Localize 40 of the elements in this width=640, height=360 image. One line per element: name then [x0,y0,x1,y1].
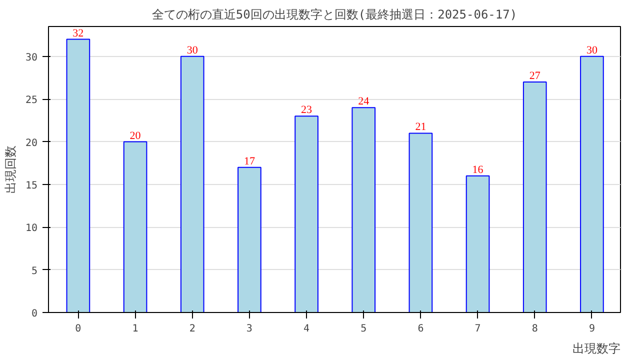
x-tick-label: 5 [360,324,367,334]
data-label: 17 [244,155,256,168]
y-tick-label: 20 [25,138,38,149]
x-tick-label: 0 [75,324,82,334]
chart-title: 全ての桁の直近50回の出現数字と回数(最終抽選日：2025-06-17) [152,8,518,22]
data-label: 30 [586,44,598,56]
bar [352,107,376,312]
data-label: 30 [186,44,198,56]
y-tick-label: 5 [31,266,38,277]
x-tick-label: 6 [418,324,424,334]
x-tick-label: 8 [532,324,538,334]
data-label: 20 [130,130,142,142]
data-label: 32 [72,27,84,40]
x-tick-label: 3 [246,324,252,334]
data-label: 23 [301,104,313,116]
x-tick-label: 4 [304,324,310,334]
bar [123,141,148,312]
x-tick-label: 7 [474,324,481,334]
bar [238,166,262,312]
y-tick-label: 25 [25,95,38,106]
data-label: 27 [529,70,541,82]
bar [294,116,318,312]
bar [180,56,204,312]
x-axis-title: 出現数字 [572,342,620,356]
y-tick-label: 30 [25,52,38,64]
bar [466,175,490,312]
bar [522,81,547,312]
y-tick-label: 10 [25,223,38,234]
data-label: 21 [415,121,426,134]
data-label: 16 [472,164,484,176]
y-axis-title: 出現回数 [3,146,18,194]
bar [408,132,433,312]
x-tick-label: 2 [189,324,196,334]
bar [580,56,604,312]
bar [66,38,90,312]
y-tick-label: 0 [31,308,38,320]
data-label: 24 [358,96,370,108]
x-tick-label: 9 [588,324,595,334]
y-tick-label: 15 [25,180,38,192]
x-tick-label: 1 [132,324,138,334]
